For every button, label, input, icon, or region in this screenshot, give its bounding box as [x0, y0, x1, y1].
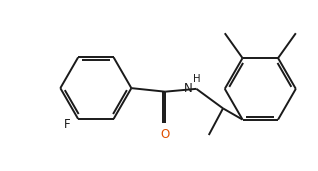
Text: F: F — [64, 118, 70, 131]
Text: H: H — [193, 74, 200, 84]
Text: O: O — [161, 128, 170, 141]
Text: N: N — [184, 82, 192, 95]
